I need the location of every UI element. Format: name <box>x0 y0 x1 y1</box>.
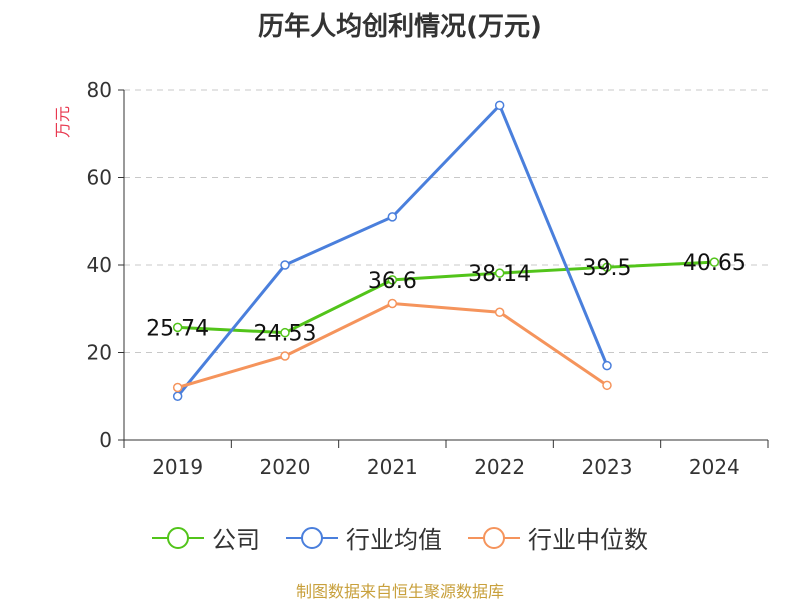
data-point <box>494 100 505 111</box>
series-line-0 <box>177 260 715 335</box>
data-point <box>280 351 290 361</box>
legend: 公司 行业均值 行业中位数 <box>0 520 800 555</box>
data-label: 36.6 <box>368 269 417 294</box>
y-tick-label: 60 <box>87 166 112 190</box>
legend-item[interactable]: 行业均值 <box>286 520 442 555</box>
data-point <box>172 382 183 393</box>
legend-marker-icon <box>152 526 204 549</box>
data-point <box>602 380 612 391</box>
data-point <box>172 322 183 333</box>
x-tick-label: 2024 <box>689 455 740 479</box>
data-point <box>280 260 290 270</box>
data-point <box>494 268 505 278</box>
data-label: 39.5 <box>583 256 632 281</box>
data-label: 25.74 <box>146 316 209 341</box>
data-point <box>280 327 290 338</box>
y-tick-label: 0 <box>99 428 112 452</box>
legend-marker-icon <box>468 526 520 549</box>
data-point <box>172 391 183 401</box>
legend-marker-icon <box>286 526 338 549</box>
x-tick-label: 2021 <box>367 455 418 479</box>
data-point <box>602 262 612 272</box>
x-tick-label: 2019 <box>152 455 203 479</box>
source-note: 制图数据来自恒生聚源数据库 <box>295 582 504 601</box>
legend-item[interactable]: 公司 <box>152 520 260 555</box>
data-label: 40.65 <box>683 251 746 276</box>
x-tick-label: 2022 <box>474 455 525 479</box>
y-tick-label: 40 <box>87 253 112 277</box>
data-label: 24.53 <box>254 322 317 347</box>
y-tick-label: 80 <box>87 78 112 102</box>
legend-label: 公司 <box>212 526 260 554</box>
data-point <box>602 360 612 371</box>
legend-label: 行业均值 <box>346 526 442 554</box>
data-point <box>387 298 398 309</box>
chart-title: 历年人均创利情况(万元) <box>258 12 542 42</box>
data-point <box>709 257 720 267</box>
legend-label: 行业中位数 <box>528 526 648 554</box>
data-point <box>494 307 505 317</box>
x-tick-label: 2023 <box>582 455 633 479</box>
data-point <box>387 212 398 222</box>
data-label: 38.14 <box>468 262 531 287</box>
x-tick-label: 2020 <box>260 455 311 479</box>
legend-item[interactable]: 行业中位数 <box>468 520 648 555</box>
y-axis-label: 万元 <box>53 106 72 138</box>
y-tick-label: 20 <box>87 341 112 365</box>
data-point <box>387 275 398 285</box>
